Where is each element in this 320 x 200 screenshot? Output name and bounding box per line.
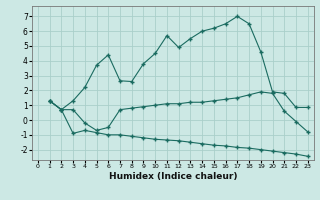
X-axis label: Humidex (Indice chaleur): Humidex (Indice chaleur) bbox=[108, 172, 237, 181]
